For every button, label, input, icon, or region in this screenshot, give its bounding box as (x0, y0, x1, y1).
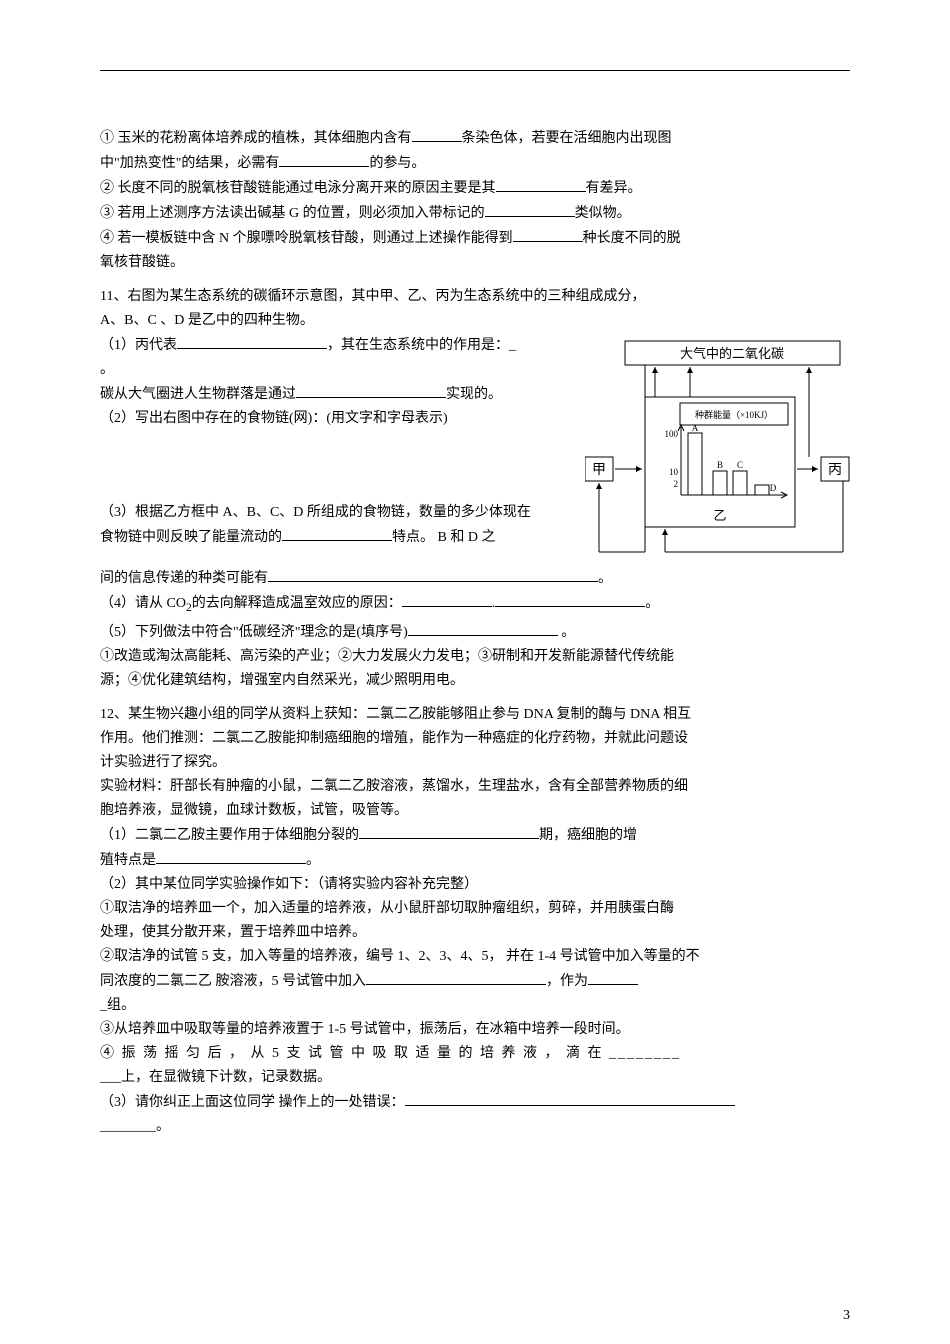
q12-p1-text-d: 。 (306, 853, 320, 868)
q12-stem-line1: 12、某生物兴趣小组的同学从资料上获知：二氯二乙胺能够阻止参与 DNA 复制的酶… (100, 703, 850, 727)
q11-stem-line2: A、B、C 、D 是乙中的四种生物。 (100, 309, 850, 333)
svg-text:2: 2 (674, 479, 679, 489)
q12-step2-line2: 同浓度的二氯二乙 胺溶液，5 号试管中加入 ，作为 (100, 969, 850, 994)
q11-p5-line2: ①改造或淘汰高能耗、高污染的产业；②大力发展火力发电；③研制和开发新能源替代传统… (100, 645, 850, 669)
q10-item4-text-a: ④ 若一模板链中含 N 个腺嘌呤脱氧核苷酸，则通过上述操作能得到 (100, 231, 513, 246)
blank (405, 1090, 735, 1106)
q12-p3-line1: （3）请你纠正上面这位同学 操作上的一处错误： (100, 1090, 850, 1115)
blank (366, 969, 546, 985)
q12-step1-line1: ①取洁净的培养皿一个，加入适量的培养液，从小鼠肝部切取肿瘤组织，剪碎，并用胰蛋白… (100, 897, 850, 921)
q11-p5-line3: 源；④优化建筑结构，增强室内自然采光，减少照明用电。 (100, 669, 850, 693)
blank (495, 591, 645, 607)
q10-item2: ② 长度不同的脱氧核苷酸链能通过电泳分离开来的原因主要是其 有差异。 (100, 176, 850, 201)
q11-p5-line1: （5）下列做法中符合"低碳经济"理念的是(填序号) 。 (100, 620, 850, 645)
svg-text:乙: 乙 (713, 508, 726, 523)
svg-text:甲: 甲 (592, 463, 606, 478)
q10-item1-text-d: 的参与。 (369, 156, 425, 171)
svg-text:C: C (737, 460, 743, 470)
q11-p1-text-d: 碳从大气圈进人生物群落是通过 (100, 387, 296, 402)
q12-stem-line3: 计实验进行了探究。 (100, 751, 850, 775)
q10-item1-line2: 中"加热变性"的结果，必需有 的参与。 (100, 151, 850, 176)
q11-p4-text-c: 。 (645, 596, 659, 611)
q11-p1-text-e: 实现的。 (446, 387, 502, 402)
q12-p3-text-a: （3）请你纠正上面这位同学 操作上的一处错误： (100, 1095, 405, 1110)
q12-p1-text-b: 期，癌细胞的增 (539, 828, 637, 843)
q11-p4-text-a: （4）请从 CO (100, 596, 186, 611)
q11-diagram: 大气中的二氧化碳 甲 丙 乙 种群能量（×10KJ） 100 10 2 A B … (585, 337, 850, 562)
q10-item2-text-b: 有差异。 (586, 181, 642, 196)
q12-step4-line1: ④ 振 荡 摇 匀 后 ， 从 5 支 试 管 中 吸 取 适 量 的 培 养 … (100, 1042, 850, 1066)
q11-p1-text-a: （1）丙代表 (100, 338, 177, 353)
blank (296, 382, 446, 398)
q10-item3-text-b: 类似物。 (575, 206, 631, 221)
q11-p3-text-b: 食物链中则反映了能量流动的 (100, 530, 282, 545)
diagram-title: 大气中的二氧化碳 (680, 346, 784, 361)
blank (268, 566, 598, 582)
svg-text:B: B (717, 460, 723, 470)
q11-p5-text-a: （5）下列做法中符合"低碳经济"理念的是(填序号) (100, 625, 408, 640)
blank (588, 969, 638, 985)
q11-p1-text-b: ，其在生态系统中的作用是：_ (327, 338, 516, 353)
q10-item1-text-b: 条染色体，若要在活细胞内出现图 (462, 131, 672, 146)
q12-step2-line3: _组。 (100, 994, 850, 1018)
q10-item1-text-c: 中"加热变性"的结果，必需有 (100, 156, 279, 171)
q10-item2-text-a: ② 长度不同的脱氧核苷酸链能通过电泳分离开来的原因主要是其 (100, 181, 496, 196)
q11-p3-text-e: 。 (598, 571, 612, 586)
blank (156, 848, 306, 864)
blank (496, 176, 586, 192)
blank (402, 591, 492, 607)
svg-text:10: 10 (669, 467, 679, 477)
q10-item4-line2: 氧核苷酸链。 (100, 251, 850, 275)
q12-step3: ③从培养皿中吸取等量的培养液置于 1-5 号试管中，振荡后，在冰箱中培养一段时间… (100, 1018, 850, 1042)
blank (412, 126, 462, 142)
q12-step2-text-b: 同浓度的二氯二乙 胺溶液，5 号试管中加入 (100, 974, 366, 989)
svg-text:A: A (692, 423, 699, 433)
blank (279, 151, 369, 167)
svg-text:D: D (770, 483, 777, 493)
svg-text:100: 100 (665, 429, 679, 439)
q11-p5-text-b: 。 (558, 625, 576, 640)
blank (408, 620, 558, 636)
q12-step1-line2: 处理，使其分散开来，置于培养皿中培养。 (100, 921, 850, 945)
q10-item3-text-a: ③ 若用上述测序方法读出碱基 G 的位置，则必须加入带标记的 (100, 206, 485, 221)
q12-p1-text-c: 殖特点是 (100, 853, 156, 868)
q11-p4-text-b: 的去向解释造成温室效应的原因： (192, 596, 402, 611)
q11-stem-line1: 11、右图为某生态系统的碳循环示意图，其中甲、乙、丙为生态系统中的三种组成成分， (100, 285, 850, 309)
q12-p1-line2: 殖特点是 。 (100, 848, 850, 873)
blank (359, 823, 539, 839)
q12-materials-line2: 胞培养液，显微镜，血球计数板，试管，吸管等。 (100, 799, 850, 823)
q12-p1-text-a: （1）二氯二乙胺主要作用于体细胞分裂的 (100, 828, 359, 843)
blank (485, 201, 575, 217)
top-horizontal-rule (100, 70, 850, 71)
page-number: 3 (843, 1308, 850, 1324)
q12-materials-line1: 实验材料：肝部长有肿瘤的小鼠，二氯二乙胺溶液，蒸馏水，生理盐水，含有全部营养物质… (100, 775, 850, 799)
q12-step2-line1: ②取洁净的试管 5 支，加入等量的培养液，编号 1、2、3、4、5， 并在 1-… (100, 945, 850, 969)
q12-step4-line2: ___上，在显微镜下计数，记录数据。 (100, 1066, 850, 1090)
blank (513, 226, 583, 242)
blank (177, 333, 327, 349)
q11-p4: （4）请从 CO2的去向解释造成温室效应的原因：.。 (100, 591, 850, 620)
q12-stem-line2: 作用。他们推测：二氯二乙胺能抑制癌细胞的增殖，能作为一种癌症的化疗药物，并就此问… (100, 727, 850, 751)
q12-p1-line1: （1）二氯二乙胺主要作用于体细胞分裂的 期，癌细胞的增 (100, 823, 850, 848)
blank (282, 525, 392, 541)
svg-text:丙: 丙 (828, 463, 842, 478)
q11-p3-line3: 间的信息传递的种类可能有 。 (100, 566, 850, 591)
svg-text:种群能量（×10KJ）: 种群能量（×10KJ） (695, 409, 773, 420)
q11-p3-text-d: 间的信息传递的种类可能有 (100, 571, 268, 586)
q10-item1-line1: ① 玉米的花粉离体培养成的植株，其体细胞内含有 条染色体，若要在活细胞内出现图 (100, 126, 850, 151)
q10-item3: ③ 若用上述测序方法读出碱基 G 的位置，则必须加入带标记的 类似物。 (100, 201, 850, 226)
q10-item1-text-a: ① 玉米的花粉离体培养成的植株，其体细胞内含有 (100, 131, 412, 146)
q10-item4-text-b: 种长度不同的脱 (583, 231, 681, 246)
q12-p2: （2）其中某位同学实验操作如下：（请将实验内容补充完整） (100, 873, 850, 897)
q10-item4-line1: ④ 若一模板链中含 N 个腺嘌呤脱氧核苷酸，则通过上述操作能得到 种长度不同的脱 (100, 226, 850, 251)
q11-p3-text-c: 特点。 B 和 D 之 (392, 530, 495, 545)
q12-step2-text-c: ，作为 (546, 974, 588, 989)
q12-p3-line2: ________。 (100, 1115, 850, 1139)
